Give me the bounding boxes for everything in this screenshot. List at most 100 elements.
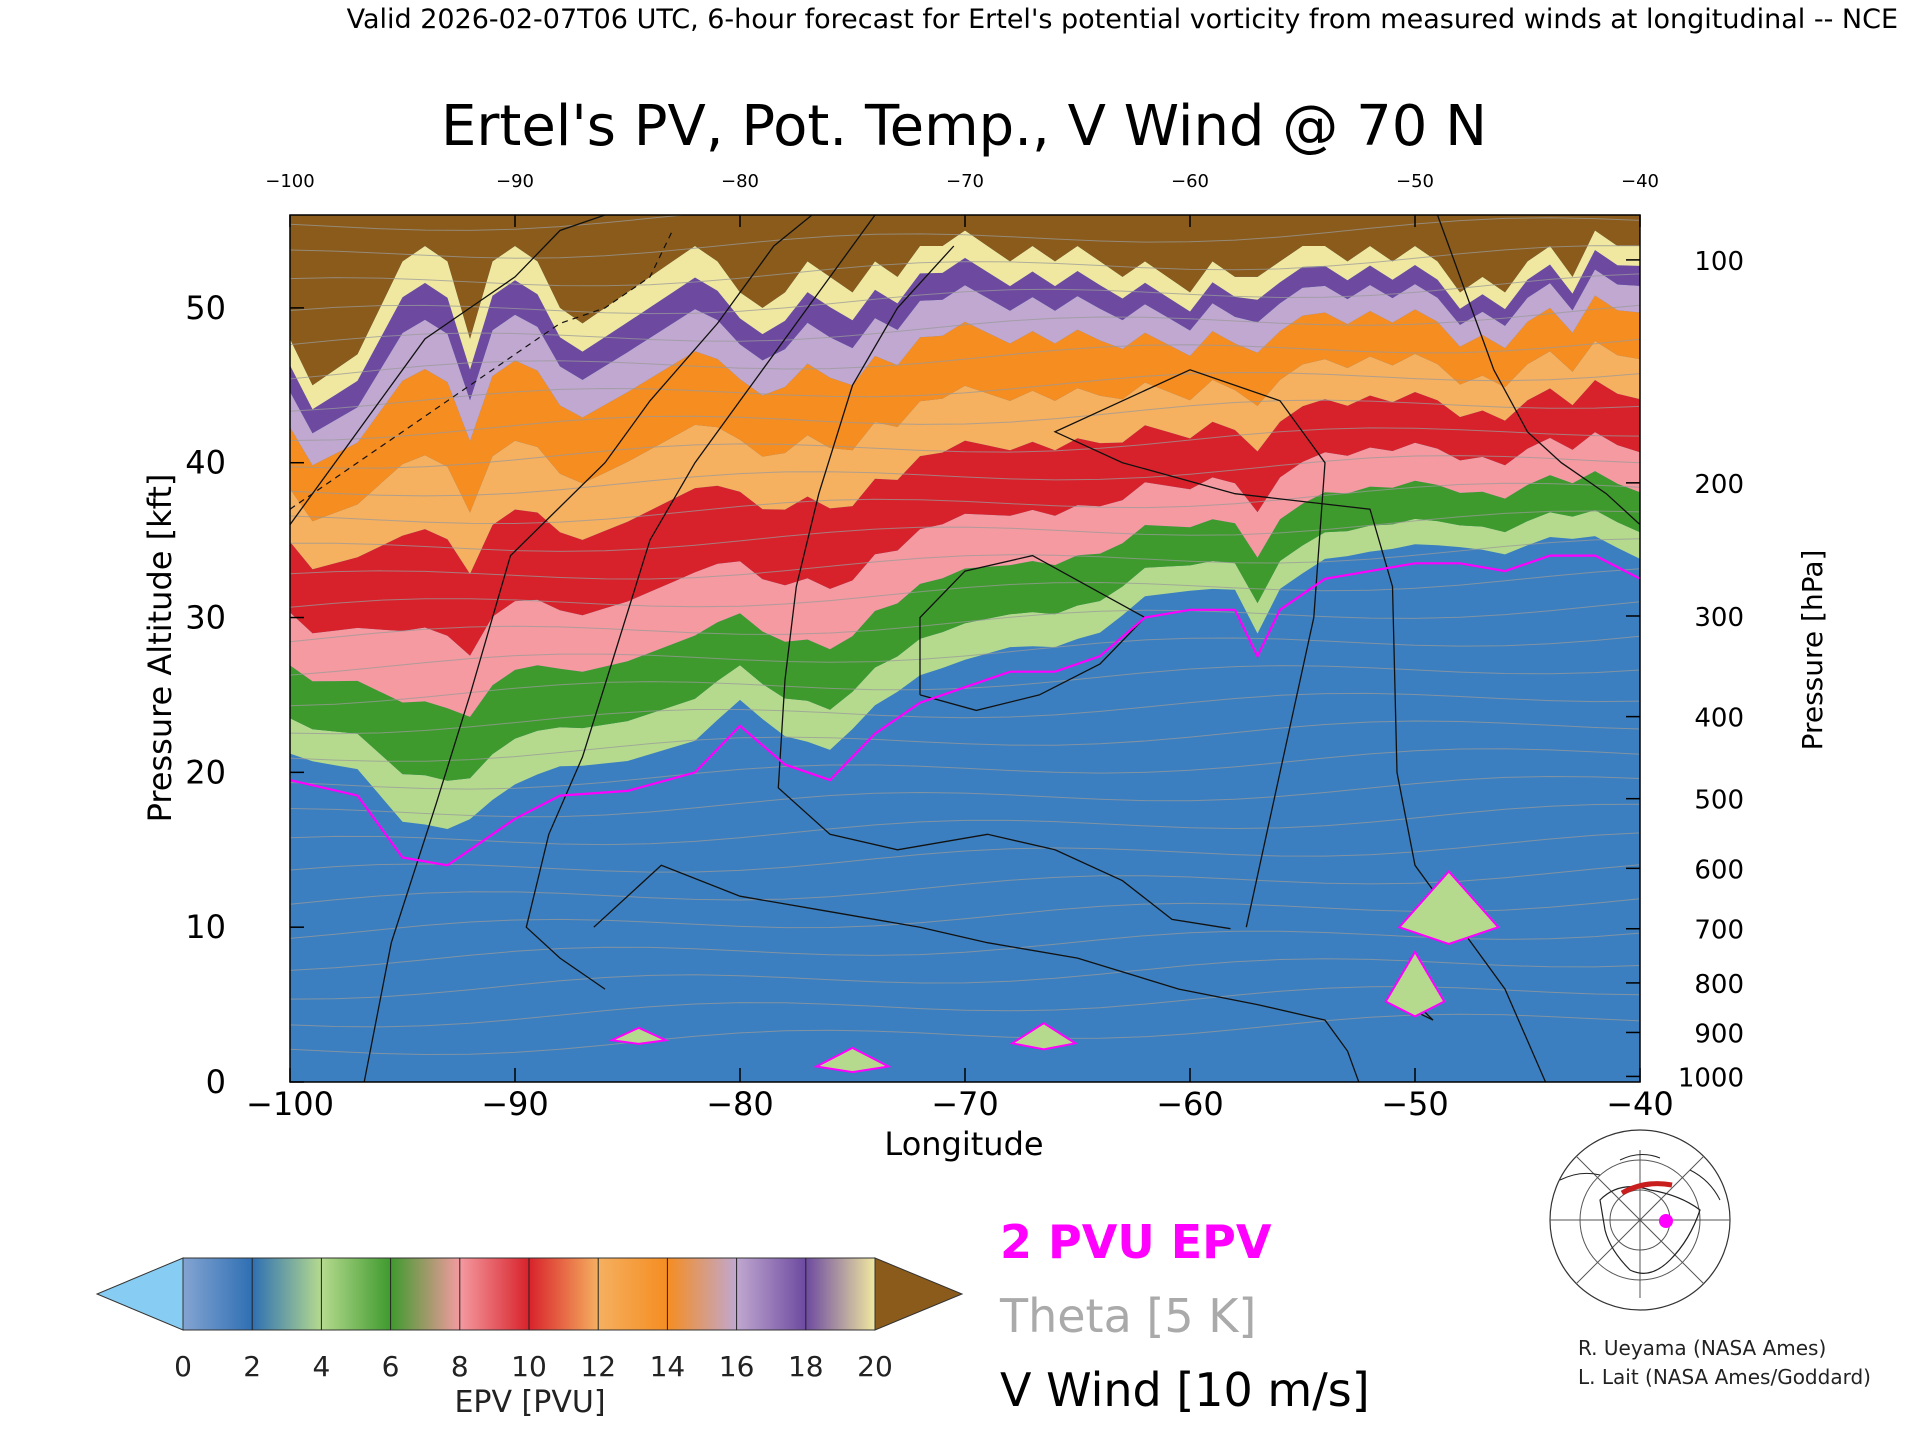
wind-contour-line bbox=[1053, 369, 1547, 1082]
credit-line-1: R. Ueyama (NASA Ames) bbox=[1578, 1336, 1826, 1360]
pressure-tick-label: 1000 bbox=[1678, 1063, 1744, 1093]
header-text: Valid 2026-02-07T06 UTC, 6-hour forecast… bbox=[347, 4, 1898, 35]
map-meridian bbox=[1575, 1155, 1705, 1285]
v-wind-contours bbox=[290, 215, 1640, 1082]
epv-band-max bbox=[290, 215, 1640, 386]
theta-line bbox=[290, 245, 1640, 287]
top-x-tick-label: −40 bbox=[1621, 171, 1659, 192]
wind-contour-line bbox=[525, 215, 876, 990]
epv-band bbox=[290, 230, 1640, 410]
colorbar-tick-label: 4 bbox=[312, 1350, 330, 1383]
y2-axis-label: Pressure [hPa] bbox=[1796, 550, 1829, 751]
colorbar-tick-label: 12 bbox=[580, 1350, 616, 1383]
colorbar-tick-label: 14 bbox=[650, 1350, 686, 1383]
y-tick-label: 0 bbox=[206, 1063, 226, 1101]
credit-line-2: L. Lait (NASA Ames/Goddard) bbox=[1578, 1365, 1871, 1389]
theta-line bbox=[290, 601, 1640, 643]
pv2-line bbox=[290, 554, 1640, 867]
theta-line bbox=[290, 775, 1640, 818]
theta-line bbox=[290, 371, 1640, 412]
pressure-tick-label: 800 bbox=[1694, 970, 1744, 1000]
wind-contour-negative bbox=[290, 230, 674, 510]
wind-contour-line bbox=[363, 215, 813, 1082]
top-x-axis: −100 −90 −80 −70 −60 −50 −40 bbox=[265, 171, 1659, 227]
wind-contour-line bbox=[777, 245, 1231, 930]
pressure-tick-label: 100 bbox=[1694, 247, 1744, 277]
colorbar-tick-label: 6 bbox=[382, 1350, 400, 1383]
legend-wind-entry: V Wind [10 m/s] bbox=[1000, 1363, 1370, 1417]
theta-line bbox=[290, 720, 1640, 762]
pv-blob bbox=[813, 1046, 892, 1074]
theta-line bbox=[290, 635, 1640, 676]
theta-line bbox=[290, 930, 1640, 971]
top-x-tick-label: −90 bbox=[496, 171, 534, 192]
top-x-tick-label: −100 bbox=[265, 171, 314, 192]
epv-band bbox=[290, 341, 1640, 574]
colorbar-label: EPV [PVU] bbox=[454, 1385, 605, 1420]
epv-band bbox=[290, 471, 1640, 781]
top-x-tick-label: −80 bbox=[721, 171, 759, 192]
x-tick-label: −100 bbox=[246, 1085, 334, 1123]
colorbar-tick-label: 16 bbox=[719, 1350, 755, 1383]
wind-contour-line bbox=[919, 554, 1147, 712]
colorbar-tick-label: 2 bbox=[243, 1350, 261, 1383]
x-tick-label: −60 bbox=[1156, 1085, 1224, 1123]
map-location-marker bbox=[1659, 1214, 1673, 1228]
pressure-tick-label: 600 bbox=[1694, 855, 1744, 885]
chart-title: Ertel's PV, Pot. Temp., V Wind @ 70 N bbox=[441, 94, 1487, 159]
pressure-tick-label: 700 bbox=[1694, 916, 1744, 946]
theta-line bbox=[290, 304, 1640, 346]
x-axis-label: Longitude bbox=[884, 1125, 1043, 1163]
theta-line bbox=[290, 832, 1640, 873]
pv-blob bbox=[1384, 950, 1446, 1018]
theta-line bbox=[290, 864, 1640, 905]
epv-band bbox=[290, 510, 1640, 829]
pressure-tick-label: 900 bbox=[1694, 1019, 1744, 1049]
theta-line bbox=[290, 482, 1640, 525]
y-tick-label: 50 bbox=[185, 289, 226, 327]
wind-contour-line bbox=[290, 215, 606, 525]
theta-line bbox=[290, 568, 1640, 608]
epv-band bbox=[290, 250, 1640, 434]
map-section-track bbox=[1620, 1181, 1673, 1196]
colorbar-over-arrow bbox=[874, 1257, 964, 1331]
y-axis: 0 10 20 30 40 50 bbox=[185, 289, 304, 1101]
pressure-tick-label: 400 bbox=[1694, 704, 1744, 734]
colorbar-tick-label: 20 bbox=[857, 1350, 893, 1383]
pv-blob bbox=[608, 1026, 670, 1045]
theta-line bbox=[290, 399, 1640, 441]
colorbar-tick-label: 18 bbox=[788, 1350, 824, 1383]
wind-contour-line bbox=[1436, 215, 1640, 526]
plot-area bbox=[289, 214, 1641, 1083]
locator-map bbox=[1538, 1129, 1738, 1311]
top-x-tick-label: −60 bbox=[1171, 171, 1209, 192]
x-tick-label: −50 bbox=[1381, 1085, 1449, 1123]
y-tick-label: 10 bbox=[185, 908, 226, 946]
map-background bbox=[1538, 1148, 1738, 1298]
epv-band bbox=[290, 432, 1640, 717]
theta-line bbox=[290, 665, 1640, 707]
colorbar-tick-label: 0 bbox=[174, 1350, 192, 1383]
pv-blob bbox=[1009, 1022, 1078, 1051]
map-coastline bbox=[1599, 1186, 1701, 1274]
top-x-tick-label: −50 bbox=[1396, 171, 1434, 192]
theta-line bbox=[290, 803, 1640, 846]
epv-band bbox=[290, 269, 1640, 466]
theta-line bbox=[290, 455, 1640, 497]
colorbar-tick-label: 10 bbox=[511, 1350, 547, 1383]
y-tick-label: 30 bbox=[185, 599, 226, 637]
pressure-tick-label: 300 bbox=[1694, 603, 1744, 633]
epv-band bbox=[290, 536, 1640, 866]
theta-line bbox=[290, 338, 1640, 380]
top-x-tick-label: −70 bbox=[946, 171, 984, 192]
theta-line bbox=[290, 427, 1640, 469]
colorbar-tick-label: 8 bbox=[451, 1350, 469, 1383]
x-tick-label: −40 bbox=[1606, 1085, 1674, 1123]
pressure-tick-label: 200 bbox=[1694, 470, 1744, 500]
theta-line bbox=[290, 273, 1640, 315]
x-tick-label: −70 bbox=[931, 1085, 999, 1123]
colorbar-under-arrow bbox=[95, 1257, 184, 1331]
epv-band bbox=[290, 380, 1640, 656]
y-tick-label: 20 bbox=[185, 753, 226, 791]
